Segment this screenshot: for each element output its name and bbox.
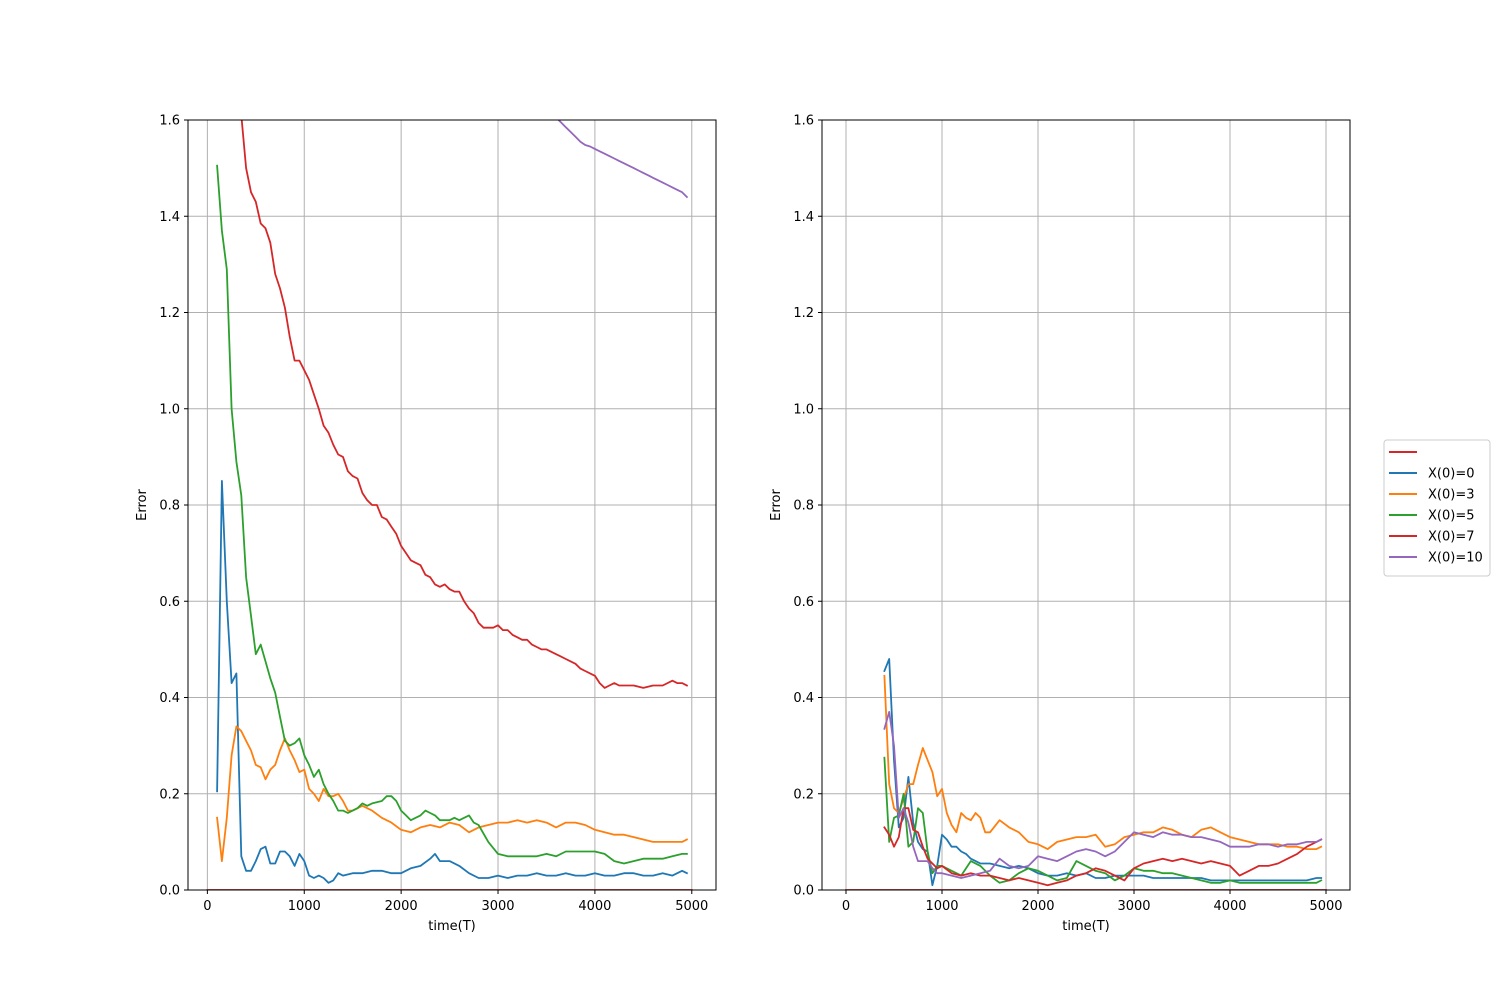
y-axis-label: Error	[135, 489, 150, 521]
legend-label: X(0)=5	[1428, 509, 1474, 524]
series-line-x-0-3	[216, 725, 689, 862]
y-tick-label: 0.8	[159, 499, 180, 514]
x-tick-label: 2000	[385, 899, 418, 914]
x-axis-label: time(T)	[1062, 919, 1109, 934]
series-line-x-0-0	[883, 658, 1323, 887]
legend-item-x-0-10: X(0)=10	[1389, 551, 1483, 566]
x-tick-label: 4000	[1213, 899, 1246, 914]
y-tick-label: 1.0	[159, 402, 180, 417]
series-line-x-0-0	[216, 479, 689, 884]
y-tick-label: 0.6	[793, 595, 814, 610]
legend-item-x-0-3: X(0)=3	[1389, 488, 1474, 503]
x-tick-label: 4000	[578, 899, 611, 914]
legend-items: X(0)=0 X(0)=3 X(0)=5 X(0)=7 X(0)=10	[1389, 451, 1483, 566]
x-tick-label: 1000	[925, 899, 958, 914]
y-tick-label: 1.2	[793, 306, 814, 321]
legend-item-x-0-0: X(0)=0	[1389, 467, 1474, 482]
x-tick-label: 0	[203, 899, 211, 914]
x-tick-label: 3000	[481, 899, 514, 914]
x-axis-label: time(T)	[428, 919, 475, 934]
y-tick-label: 1.0	[793, 402, 814, 417]
x-tick-label: 5000	[675, 899, 708, 914]
right-subplot: 0 1000 2000 3000 4000 5000 0.0 0.2 0.4 0.6 0.8 1.0 1…	[769, 114, 1351, 934]
left-subplot: 0 1000 2000 3000 4000 5000 0.0 0.2 0.4 0.6 0.8 1.0 1…	[135, 114, 717, 934]
y-tick-label: 0.8	[793, 499, 814, 514]
y-tick-label: 1.6	[793, 114, 814, 129]
y-axis-label: Error	[769, 489, 784, 521]
x-tick-label: 1000	[288, 899, 321, 914]
legend-label: X(0)=0	[1428, 467, 1474, 482]
y-tick-label: 0.0	[159, 884, 180, 899]
legend-label: X(0)=10	[1428, 551, 1483, 566]
legend: X(0)=0 X(0)=3 X(0)=5 X(0)=7 X(0)=10	[1383, 439, 1491, 577]
y-tick-label: 0.0	[793, 884, 814, 899]
series-line-x-0-3	[883, 674, 1323, 850]
series-group	[206, 120, 693, 890]
series-line-x-0-10	[557, 120, 689, 199]
x-tick-label: 2000	[1021, 899, 1054, 914]
x-tick-label: 5000	[1309, 899, 1342, 914]
series-line-x-0-7	[883, 807, 1323, 887]
series-line-x-0-10	[883, 711, 1323, 879]
legend-label: X(0)=7	[1428, 530, 1474, 545]
y-tick-label: 1.4	[793, 210, 814, 225]
y-tick-label: 0.2	[159, 787, 180, 802]
y-tick-label: 1.2	[159, 306, 180, 321]
series-line-x-0-5	[883, 756, 1323, 884]
legend-item-x-0-5: X(0)=5	[1389, 509, 1474, 524]
y-tick-label: 0.4	[159, 691, 180, 706]
x-tick-label: 3000	[1117, 899, 1150, 914]
series-group	[845, 658, 1327, 890]
x-tick-label: 0	[842, 899, 850, 914]
y-tick-label: 0.6	[159, 595, 180, 610]
y-tick-label: 1.6	[159, 114, 180, 129]
series-line-x-0-7	[240, 120, 689, 689]
y-tick-label: 0.2	[793, 787, 814, 802]
y-tick-label: 1.4	[159, 210, 180, 225]
y-tick-label: 0.4	[793, 691, 814, 706]
legend-label: X(0)=3	[1428, 488, 1474, 503]
series-line-x-0-5	[216, 164, 688, 865]
legend-item-x-0-7: X(0)=7	[1389, 530, 1474, 545]
